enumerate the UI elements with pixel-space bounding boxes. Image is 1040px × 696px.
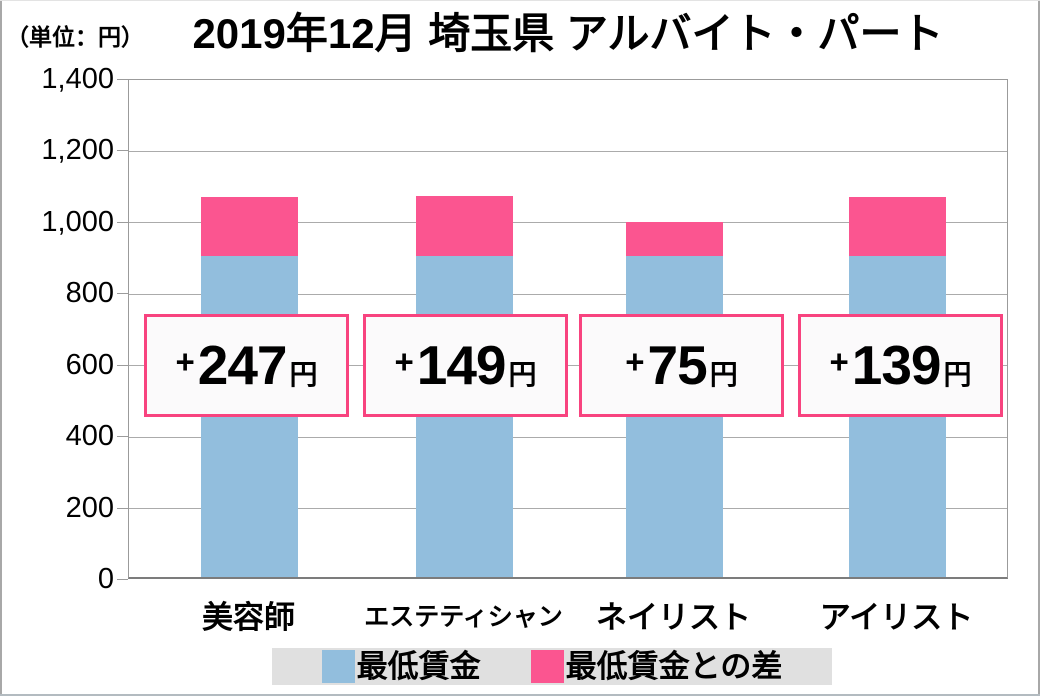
unit-label: （単位：円） [6, 24, 144, 50]
legend-label-minimum-wage: 最低賃金 [356, 649, 481, 684]
x-axis-label: エステティシャン [364, 603, 563, 631]
gridline [129, 222, 1007, 224]
x-axis-label: アイリスト [819, 600, 974, 635]
page-border-top [0, 0, 1040, 1]
difference-label-box: +139 円 [798, 314, 1003, 417]
y-axis-tick [117, 364, 128, 366]
plus-sign: + [829, 343, 849, 380]
yen-unit: 円 [508, 359, 537, 390]
y-axis-tick [117, 79, 128, 80]
bar-difference-segment [416, 195, 513, 257]
y-axis-label: 400 [65, 420, 114, 453]
legend: 最低賃金 最低賃金との差 [272, 648, 832, 685]
difference-label: +75 円 [582, 317, 781, 414]
y-axis-label: 1,400 [41, 63, 114, 95]
y-axis-label: 800 [65, 277, 114, 310]
gridline [129, 436, 1007, 438]
chart-title: 2019年12月 埼玉県 アルバイト・パート [192, 10, 944, 57]
y-axis-tick [117, 150, 128, 152]
x-axis-label: ネイリスト [596, 600, 751, 635]
y-axis-tick [117, 293, 128, 295]
bar-difference-segment [849, 197, 946, 257]
difference-label-box: +247 円 [144, 314, 349, 417]
x-axis-label: 美容師 [202, 600, 295, 635]
gridline [129, 150, 1007, 152]
y-axis-tick [117, 507, 128, 509]
page-border-right [1038, 0, 1040, 696]
legend-item-difference: 最低賃金との差 [530, 648, 783, 685]
gridline [129, 365, 1007, 367]
y-axis-label: 1,200 [41, 134, 114, 167]
difference-value: 149 [416, 334, 507, 396]
difference-label: +247 円 [147, 317, 346, 414]
difference-label: +139 円 [801, 317, 1000, 414]
y-axis-tick [117, 221, 128, 223]
difference-label-box: +149 円 [363, 314, 568, 417]
plot-area: +247 円 +149 円 +75 円 +139 円 [128, 79, 1008, 579]
plus-sign: + [175, 343, 195, 380]
y-axis-label: 0 [97, 563, 114, 595]
plus-sign: + [394, 343, 414, 380]
legend-label-difference: 最低賃金との差 [565, 649, 783, 684]
gridline [129, 293, 1007, 295]
yen-unit: 円 [289, 359, 318, 390]
bar-difference-segment [201, 197, 298, 257]
gridline [129, 508, 1007, 510]
y-axis-label: 600 [65, 348, 114, 381]
difference-label-box: +75 円 [579, 314, 784, 417]
page-border-bottom [0, 694, 1040, 696]
legend-swatch-pink [530, 650, 564, 683]
page-border-left [0, 0, 2, 696]
bar-difference-segment [626, 222, 723, 257]
legend-swatch-blue [321, 650, 355, 683]
y-axis-label: 1,000 [41, 205, 114, 238]
yen-unit: 円 [943, 359, 972, 390]
y-axis-tick [117, 436, 128, 438]
y-axis-label: 200 [65, 491, 114, 524]
difference-label: +149 円 [366, 317, 565, 414]
legend-item-minimum-wage: 最低賃金 [321, 648, 481, 685]
difference-value: 75 [647, 334, 708, 396]
difference-value: 247 [197, 334, 288, 396]
y-axis-tick [117, 579, 128, 580]
plus-sign: + [625, 343, 645, 380]
difference-value: 139 [851, 334, 942, 396]
yen-unit: 円 [709, 359, 738, 390]
